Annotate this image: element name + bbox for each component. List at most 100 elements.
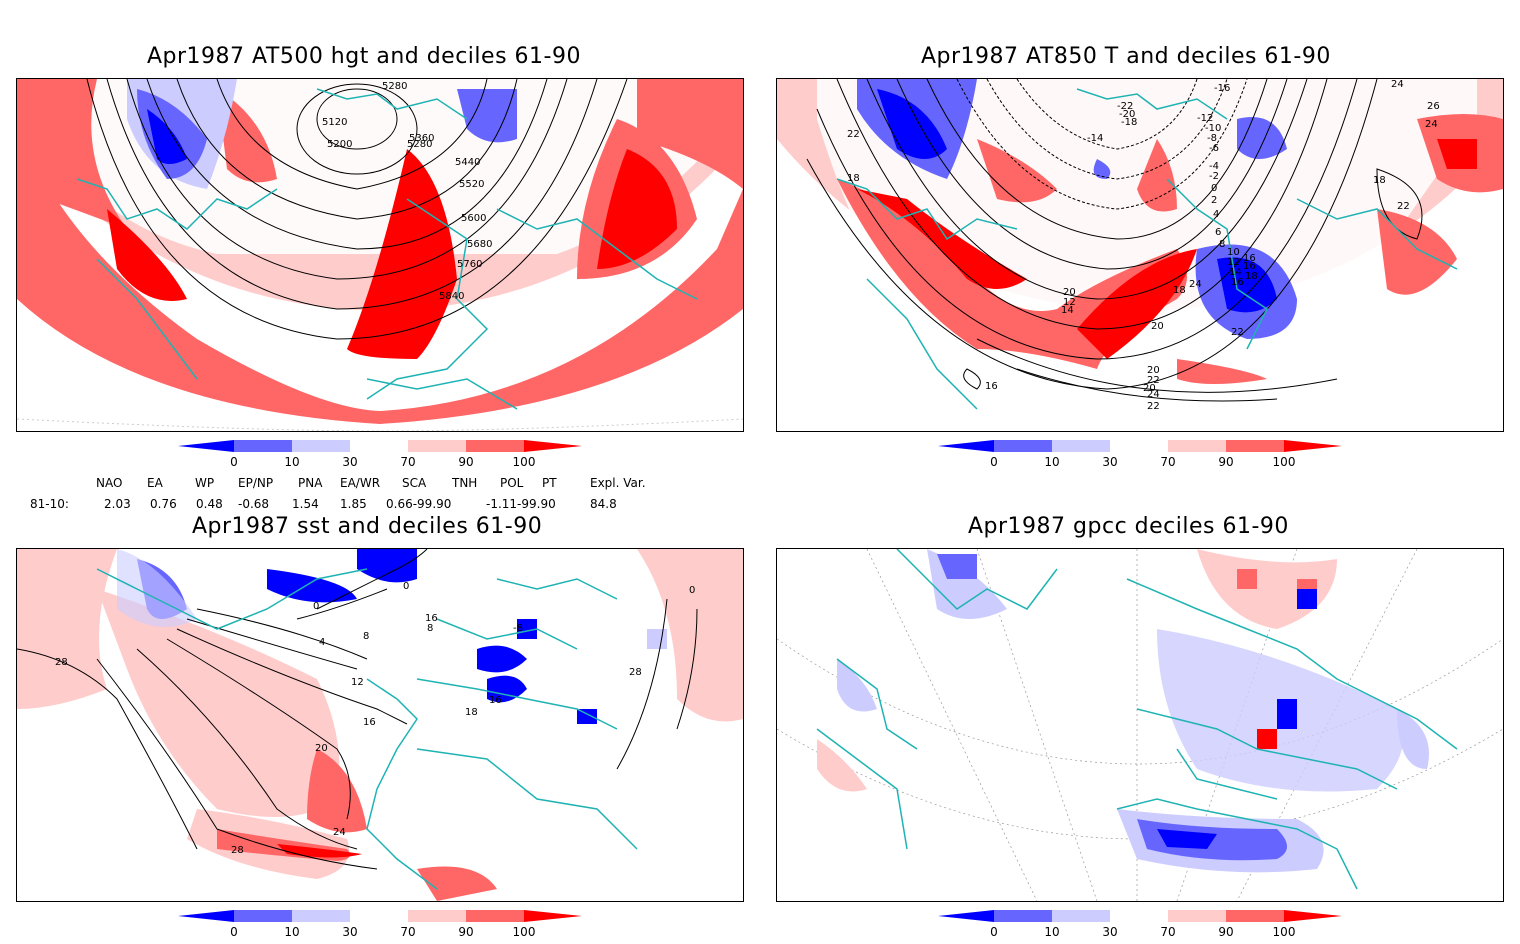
- panel-title-sst: Apr1987 sst and deciles 61-90: [192, 514, 543, 539]
- colorbar-t850: 0 10 30 70 90 100: [930, 438, 1350, 470]
- contour-label: 5440: [455, 157, 480, 168]
- colorbar-tick: 90: [458, 925, 473, 939]
- colorbar-tick: 100: [513, 925, 536, 939]
- contour-label: 5680: [467, 239, 492, 250]
- colorbar-tick: 30: [1102, 925, 1117, 939]
- index-header-ea: EA: [147, 476, 163, 490]
- index-header-sca: SCA: [402, 476, 427, 490]
- colorbar-hgt500: 0 10 30 70 90 100: [170, 438, 590, 470]
- panel-title-t850: Apr1987 AT850 T and deciles 61-90: [921, 44, 1331, 69]
- contour-label: 24: [1391, 79, 1404, 90]
- contour-label: 16: [1243, 261, 1256, 272]
- contour-label: 22: [1147, 401, 1160, 412]
- colorbar-tick: 90: [1218, 925, 1233, 939]
- contour-label: 14: [1229, 267, 1242, 278]
- index-row-label: 81-10:: [30, 497, 69, 511]
- index-header-tnh: TNH: [452, 476, 478, 490]
- contour-label: 5360: [409, 133, 434, 144]
- colorbar-tick: 70: [1160, 455, 1175, 469]
- contour-label: -6: [1209, 143, 1219, 154]
- colorbar-tick: 70: [400, 455, 415, 469]
- contour-label: 16: [1231, 277, 1244, 288]
- index-header-epnp: EP/NP: [238, 476, 274, 490]
- contour-label: 6: [1215, 227, 1221, 238]
- contour-label: 24: [1189, 279, 1202, 290]
- contour-label: 18: [1373, 175, 1386, 186]
- contour-label: 4: [319, 637, 325, 648]
- contour-label: 5840: [439, 291, 464, 302]
- index-value-nao: 2.03: [104, 497, 131, 511]
- colorbar-gpcc: 0 10 30 70 90 100: [930, 908, 1350, 940]
- contour-label: 20: [1143, 383, 1156, 394]
- colorbar-tick: 30: [1102, 455, 1117, 469]
- contour-label: 0: [403, 581, 409, 592]
- colorbar-tick: 10: [284, 455, 299, 469]
- index-header-explvar: Expl. Var.: [590, 476, 646, 490]
- map-panel-hgt500: 5280 5120 5200 5280 5360 5440 5520 5600 …: [16, 78, 744, 432]
- contour-label: 2: [1211, 195, 1217, 206]
- contour-label: 12: [1063, 297, 1076, 308]
- colorbar-tick: 90: [1218, 455, 1233, 469]
- contour-label: 16: [1243, 253, 1256, 264]
- contour-label: 5600: [461, 213, 486, 224]
- contour-label: 4: [1213, 209, 1219, 220]
- colorbar-sst: 0 10 30 70 90 100: [170, 908, 590, 940]
- contour-label: 14: [1061, 305, 1074, 316]
- contour-label: 0: [1211, 183, 1217, 194]
- contour-label: 20: [1151, 321, 1164, 332]
- contour-label: 8: [427, 623, 433, 634]
- contour-label: 26: [1427, 101, 1440, 112]
- contour-label: -14: [1087, 133, 1103, 144]
- contour-label: 8: [1219, 239, 1225, 250]
- map-panel-t850: -16 -22 -20 -18 -14 -12 -10 -8 -6 -4 -2 …: [776, 78, 1504, 432]
- contour-label: 5520: [459, 179, 484, 190]
- contour-label: 18: [1173, 285, 1186, 296]
- contour-label: -20: [1119, 109, 1135, 120]
- contour-label: -2: [1209, 171, 1219, 182]
- index-value-wp: 0.48: [196, 497, 223, 511]
- colorbar-tick: 100: [513, 455, 536, 469]
- contour-label: 22: [1147, 375, 1160, 386]
- contour-label: 28: [55, 657, 68, 668]
- colorbar-svg: 0 10 30 70 90 100: [178, 440, 582, 469]
- contour-label: 20: [315, 743, 328, 754]
- index-header-eawr: EA/WR: [340, 476, 381, 490]
- colorbar-tick: 70: [400, 925, 415, 939]
- index-header-wp: WP: [195, 476, 215, 490]
- colorbar-tick: 0: [990, 455, 998, 469]
- index-value-pna: 1.54: [292, 497, 319, 511]
- map-panel-gpcc: [776, 548, 1504, 902]
- index-header-pol: POL: [500, 476, 524, 490]
- contour-label: 16: [489, 695, 502, 706]
- contour-label: -12: [1197, 113, 1213, 124]
- contour-label: -22: [1117, 101, 1133, 112]
- contour-label: -18: [1121, 117, 1137, 128]
- contour-label: 24: [1147, 389, 1160, 400]
- contour-label: 22: [847, 129, 860, 140]
- contour-label: 20: [1147, 365, 1160, 376]
- contour-label: 5280: [407, 139, 432, 150]
- index-header-pt: PT: [542, 476, 557, 490]
- contour-label: 18: [465, 707, 478, 718]
- colorbar-tick: 0: [230, 925, 238, 939]
- colorbar-tick: 90: [458, 455, 473, 469]
- index-value-explvar: 84.8: [590, 497, 617, 511]
- panel-title-hgt500: Apr1987 AT500 hgt and deciles 61-90: [147, 44, 581, 69]
- contour-label: -8: [513, 623, 523, 634]
- contour-label: 16: [363, 717, 376, 728]
- colorbar-tick: 100: [1273, 925, 1296, 939]
- contour-label: 22: [1231, 327, 1244, 338]
- contour-label: 22: [1397, 201, 1410, 212]
- contour-label: 0: [313, 601, 319, 612]
- contour-label: 24: [1425, 119, 1438, 130]
- contour-label: 12: [1227, 257, 1240, 268]
- contour-label: 8: [363, 631, 369, 642]
- contour-label: 5760: [457, 259, 482, 270]
- index-header-nao: NAO: [96, 476, 123, 490]
- colorbar-tick: 70: [1160, 925, 1175, 939]
- colorbar-tick: 10: [284, 925, 299, 939]
- colorbar-svg: 0 10 30 70 90 100: [938, 440, 1342, 469]
- contour-label: 5200: [327, 139, 352, 150]
- contour-label: 18: [847, 173, 860, 184]
- contour-label: 16: [425, 613, 438, 624]
